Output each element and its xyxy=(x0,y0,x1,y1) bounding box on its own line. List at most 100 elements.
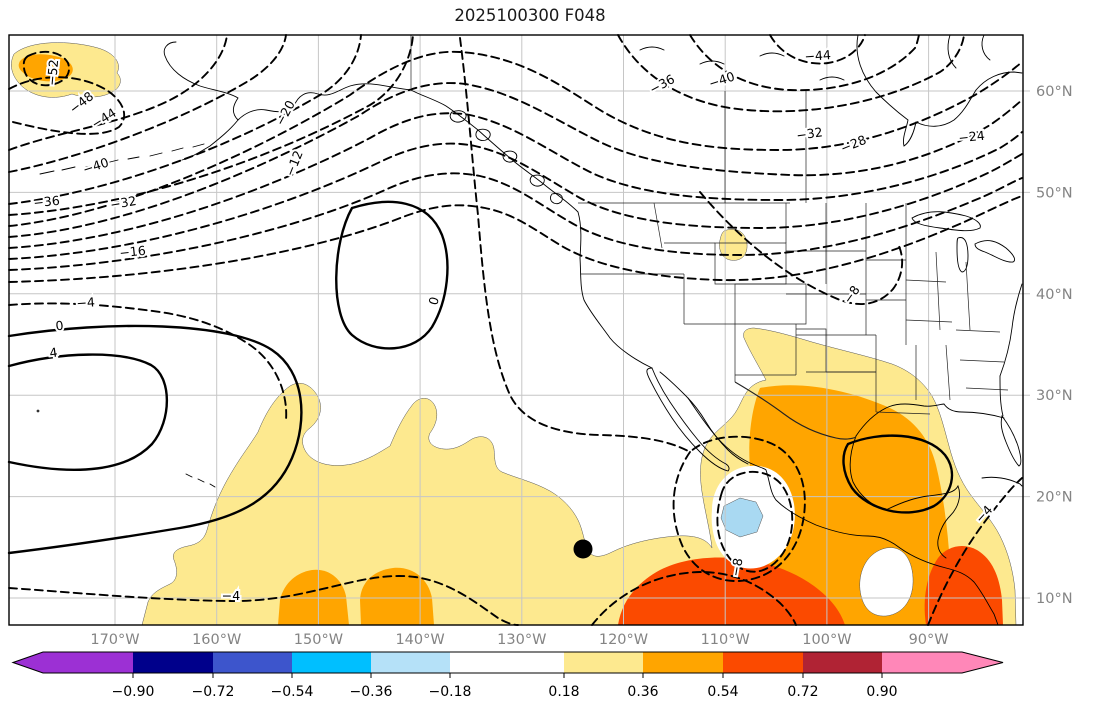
contour-label: −4 xyxy=(76,294,95,310)
lon-tick-label: 140°W xyxy=(395,632,444,648)
contour-line-solid xyxy=(335,200,449,350)
colorbar-tick-label: −0.54 xyxy=(271,684,314,700)
coastline-path xyxy=(999,283,1023,377)
border-path xyxy=(825,203,907,345)
coastline-path xyxy=(956,237,969,273)
small-dot xyxy=(36,409,40,413)
colorbar-tick-label: −0.72 xyxy=(192,684,235,700)
border-path xyxy=(724,91,807,203)
contour-label: −32 xyxy=(109,193,138,212)
shaded-region-orange xyxy=(278,569,349,625)
border-path xyxy=(580,273,735,325)
contour-line-dashed xyxy=(8,172,1023,271)
markers xyxy=(36,409,593,559)
border-path xyxy=(935,251,1009,391)
colorbar-tick-label: 0.36 xyxy=(627,684,658,700)
contours-negative-dashed xyxy=(8,34,1023,626)
colorbar-arrow-left xyxy=(13,652,43,673)
lon-tick-label: 120°W xyxy=(599,632,648,648)
coastlines xyxy=(39,34,1023,626)
lat-tick-label: 10°N xyxy=(1036,591,1073,607)
lat-tick-label: 30°N xyxy=(1036,388,1073,404)
contour-line-dashed xyxy=(8,575,519,626)
contour-line-dashed xyxy=(459,37,691,453)
coastline-path xyxy=(39,143,205,175)
storm-marker-dot xyxy=(573,539,593,559)
contour-line-dashed xyxy=(22,50,70,87)
contour-line-dashed xyxy=(716,470,794,573)
contour-label: −44 xyxy=(88,105,118,132)
coastline-path xyxy=(911,211,981,232)
border-path xyxy=(866,259,953,323)
coastline-path xyxy=(1000,414,1022,467)
coastline-path xyxy=(185,473,216,488)
contour-line-dashed xyxy=(8,34,362,205)
contour-label: 4 xyxy=(48,345,58,361)
contour-line-dashed xyxy=(8,34,287,173)
colorbar-segment xyxy=(450,652,564,673)
coastline-path xyxy=(856,34,1023,147)
colorbar-tick-label: −0.90 xyxy=(112,684,155,700)
contour-line-dashed xyxy=(617,34,965,113)
lat-tick-label: 60°N xyxy=(1036,84,1073,100)
contour-label: −36 xyxy=(33,193,61,211)
colorbar-tick-label: 0.18 xyxy=(548,684,579,700)
contour-line-solid xyxy=(842,434,954,514)
colorbar-segment xyxy=(43,652,133,673)
contour-label: −40 xyxy=(707,68,737,90)
coastline-path xyxy=(687,397,999,626)
contour-label: −28 xyxy=(838,132,868,156)
shaded-region-orange xyxy=(18,54,73,82)
contour-line-dashed xyxy=(591,571,797,626)
colorbar-segment xyxy=(723,652,803,673)
lon-tick-label: 150°W xyxy=(294,632,343,648)
coastline-path xyxy=(999,375,1004,417)
contour-line-dashed xyxy=(769,34,866,65)
colorbar-segment xyxy=(643,652,723,673)
shaded-hole-white xyxy=(859,547,914,617)
shaded-region-orange xyxy=(360,567,434,625)
chart-title: 2025100300 F048 xyxy=(454,6,605,25)
lon-tick-label: 170°W xyxy=(90,632,139,648)
contour-label: −52 xyxy=(44,59,61,87)
contour-label: 0 xyxy=(55,318,65,334)
contour-line-dashed xyxy=(672,435,806,582)
border-path xyxy=(734,283,807,325)
colorbar-segment xyxy=(371,652,450,673)
coastline-path xyxy=(981,476,1023,487)
contours-nonnegative-solid xyxy=(7,200,954,555)
coastline-path xyxy=(181,119,239,161)
contour-line-dashed xyxy=(8,34,414,216)
colorbar-segment xyxy=(564,652,643,673)
lon-tick-label: 110°W xyxy=(701,632,750,648)
colorbar-tick-label: 0.54 xyxy=(707,684,738,700)
colorbar-tick-label: 0.72 xyxy=(787,684,818,700)
colorbar-tick-label: −0.36 xyxy=(350,684,393,700)
lon-tick-label: 90°W xyxy=(909,632,949,648)
shaded-region-red xyxy=(924,546,1003,625)
contour-line-dashed xyxy=(8,34,228,151)
contour-line-dashed xyxy=(927,477,1023,626)
colorbar-segment xyxy=(213,652,292,673)
colorbar-segment xyxy=(133,652,213,673)
contour-line-dashed xyxy=(8,142,1023,260)
border-path xyxy=(826,335,951,415)
contour-label: −44 xyxy=(804,47,831,64)
contour-label: −40 xyxy=(81,154,111,176)
coastline-path xyxy=(974,240,1016,263)
axis-tick-labels: 170°W 160°W 150°W 140°W 130°W 120°W 110°W 100°W… xyxy=(90,84,1072,648)
contour-label: −8 xyxy=(728,557,746,578)
border-path xyxy=(796,328,827,372)
border-path xyxy=(653,202,787,249)
coastline-path xyxy=(855,403,1005,437)
contour-line-dashed xyxy=(689,34,920,92)
lon-tick-label: 160°W xyxy=(192,632,241,648)
contour-line-dashed xyxy=(8,50,1023,227)
coastline-path xyxy=(646,367,730,472)
colorbar-segment xyxy=(882,652,962,673)
contour-line-solid xyxy=(7,324,303,555)
lon-tick-label: 100°W xyxy=(802,632,851,648)
contour-line-dashed xyxy=(699,191,904,305)
